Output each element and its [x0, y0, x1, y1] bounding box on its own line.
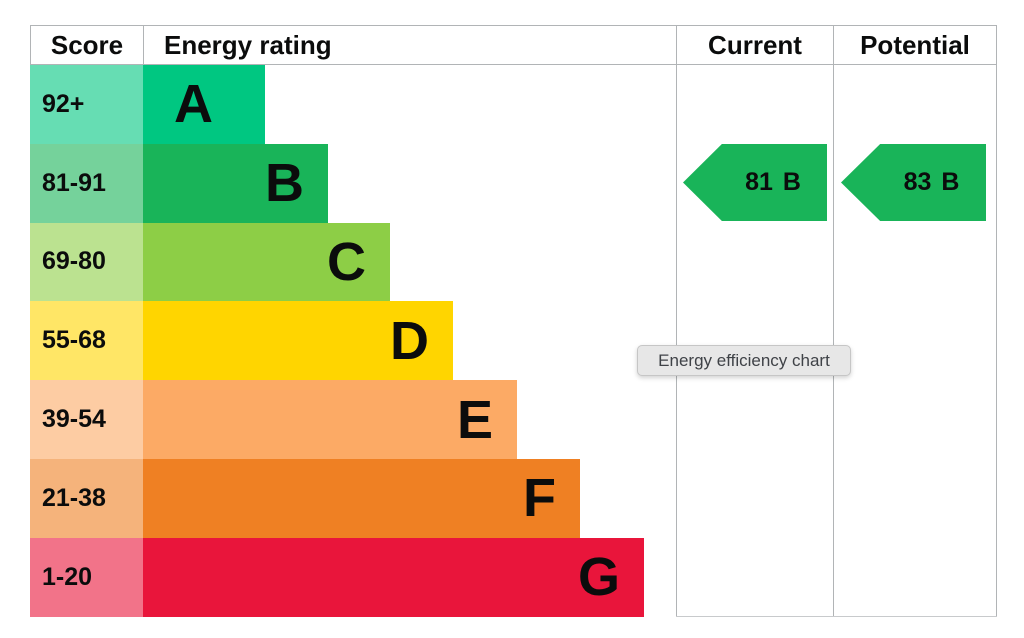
band-row-c: 69-80 C — [30, 222, 644, 302]
potential-rating-score: 83 — [903, 168, 932, 196]
band-bar-e: E — [143, 380, 517, 459]
score-range-a: 92+ — [30, 65, 143, 144]
divider-bottom-edge — [676, 616, 997, 617]
score-range-g: 1-20 — [30, 537, 143, 617]
band-bar-g: G — [143, 537, 644, 617]
divider-current-column — [676, 25, 677, 617]
divider-potential-column — [833, 25, 834, 617]
current-rating-arrow: 81 B — [683, 144, 827, 221]
score-range-e: 39-54 — [30, 380, 143, 459]
band-rows: 92+ A 81-91 B 69-80 C 55-68 D 39-54 E 21… — [30, 65, 644, 617]
band-row-b: 81-91 B — [30, 143, 644, 223]
score-range-b: 81-91 — [30, 143, 143, 223]
hover-tooltip-text: Energy efficiency chart — [658, 350, 830, 370]
grade-letter-b: B — [265, 153, 304, 214]
band-row-f: 21-38 F — [30, 458, 644, 538]
band-bar-f: F — [143, 458, 580, 538]
band-bar-d: D — [143, 301, 453, 381]
score-range-c: 69-80 — [30, 222, 143, 302]
band-bar-a: A — [143, 65, 265, 144]
grade-letter-d: D — [390, 310, 429, 371]
grade-letter-a: A — [174, 74, 213, 135]
divider-right-edge — [996, 25, 997, 617]
hover-tooltip: Energy efficiency chart — [637, 345, 851, 376]
grade-letter-g: G — [577, 547, 620, 608]
grade-letter-e: E — [456, 389, 493, 450]
current-rating-grade: B — [782, 168, 801, 196]
grade-letter-c: C — [327, 231, 366, 292]
chart-header: Score Energy rating Current Potential — [30, 25, 997, 65]
current-rating-score: 81 — [745, 168, 773, 196]
header-energy-rating: Energy rating — [164, 29, 332, 60]
grade-letter-f: F — [523, 468, 556, 529]
potential-rating-grade: B — [941, 168, 960, 196]
header-current: Current — [676, 26, 833, 64]
band-bar-c: C — [143, 222, 390, 302]
header-potential: Potential — [833, 26, 996, 64]
header-score: Score — [31, 26, 144, 64]
score-range-d: 55-68 — [30, 301, 143, 381]
band-bar-b: B — [143, 143, 328, 223]
band-row-a: 92+ A — [30, 65, 644, 144]
band-row-d: 55-68 D — [30, 301, 644, 381]
band-row-g: 1-20 G — [30, 537, 644, 617]
score-range-f: 21-38 — [30, 458, 143, 538]
band-row-e: 39-54 E — [30, 380, 644, 459]
potential-rating-arrow: 83 B — [841, 144, 986, 221]
